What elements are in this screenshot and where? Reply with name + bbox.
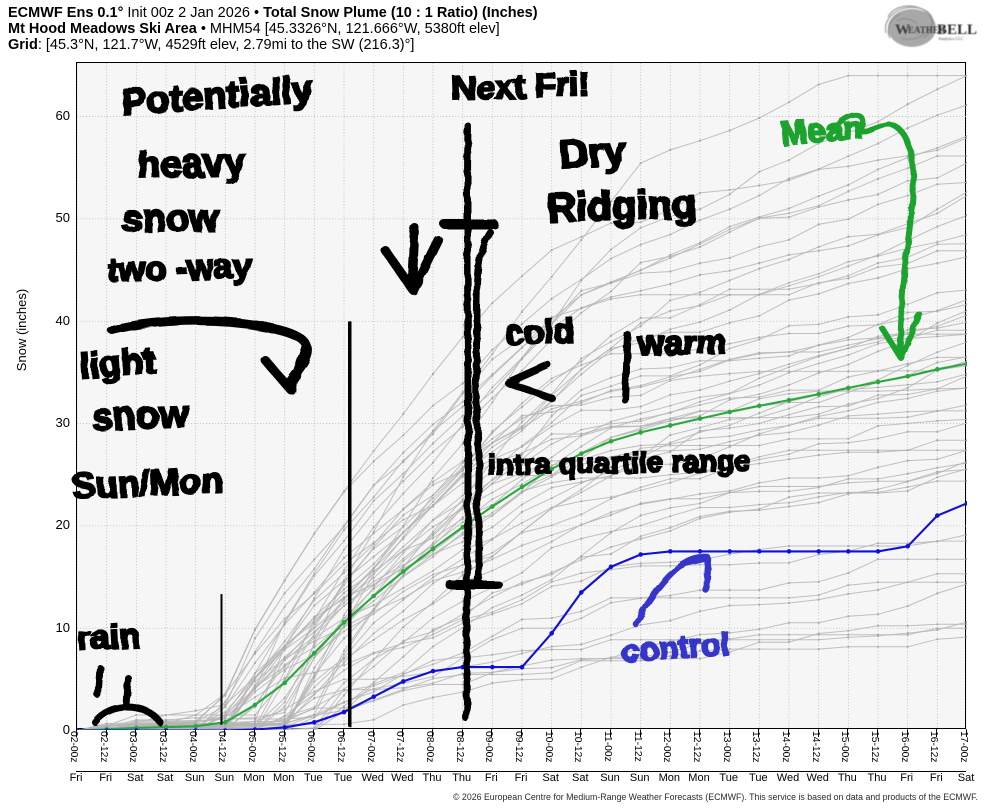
svg-text:Analytics LLC: Analytics LLC — [938, 36, 964, 41]
